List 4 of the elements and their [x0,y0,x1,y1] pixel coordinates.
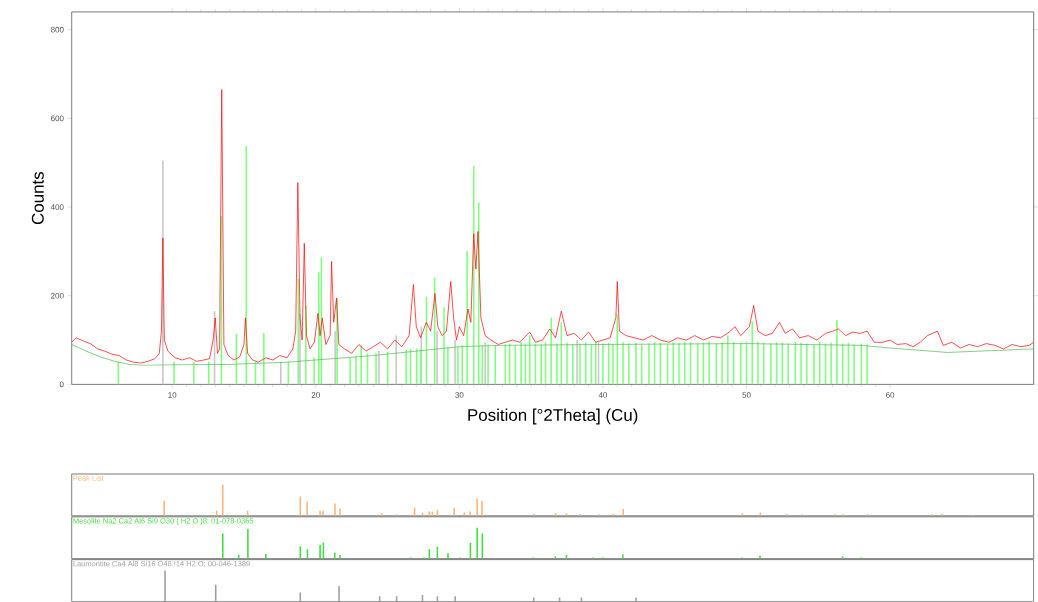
y-axis-title: Counts [31,172,44,225]
x-axis-title: Position [°2Theta] (Cu) [468,408,638,425]
line-series [71,343,1034,366]
line-series [71,89,1034,364]
